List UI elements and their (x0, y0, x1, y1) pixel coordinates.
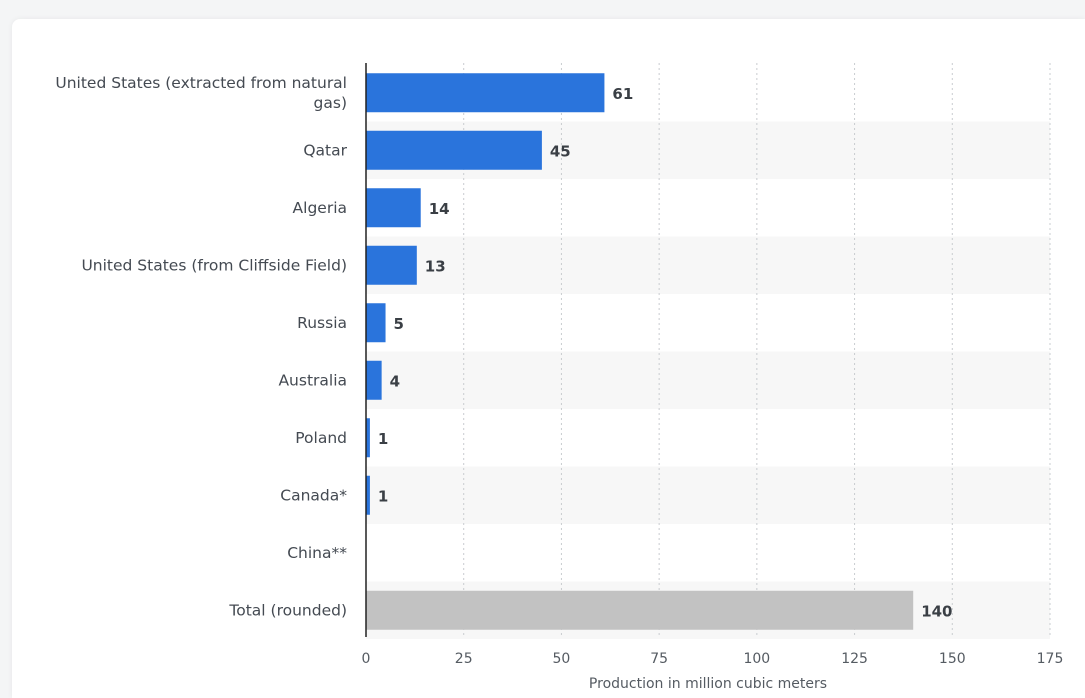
category-label-line: gas) (314, 94, 347, 112)
category-label-line: Australia (278, 371, 347, 389)
row-band (366, 236, 1050, 294)
x-tick-label: 125 (841, 651, 868, 667)
category-labels: United States (extracted from natural gas… (55, 74, 347, 620)
x-tick-label: 50 (553, 651, 571, 667)
x-tick-label: 0 (362, 651, 371, 667)
category-label-line: United States (from Cliffside Field) (81, 256, 347, 274)
category-label-line: Qatar (303, 141, 347, 159)
category-label: Russia (297, 314, 347, 332)
category-label-line: Russia (297, 314, 347, 332)
row-bands (366, 121, 1050, 639)
category-label-line: Poland (295, 429, 347, 447)
value-label: 1 (378, 430, 388, 448)
bar[interactable] (366, 475, 370, 515)
category-label: Australia (278, 371, 347, 389)
category-label-line: United States (extracted from natural (55, 74, 347, 92)
value-label: 1 (378, 487, 388, 505)
value-label: 45 (550, 142, 571, 160)
value-label: 14 (429, 200, 450, 218)
value-label: 13 (425, 257, 446, 275)
value-labels: 61 45 14 13 5 4 1 1 140 (378, 85, 953, 621)
value-label: 4 (390, 372, 400, 390)
category-label: Algeria (293, 199, 347, 217)
bar[interactable] (366, 303, 386, 343)
value-label: 61 (612, 85, 633, 103)
x-tick-labels: 0 25 50 75 100 125 150 175 (362, 651, 1064, 667)
category-label-line: China** (287, 544, 347, 562)
gridlines (463, 63, 1051, 637)
bars (366, 73, 914, 630)
bar[interactable] (366, 418, 370, 458)
category-label: Canada* (280, 486, 347, 504)
x-tick-label: 100 (743, 651, 770, 667)
value-label: 140 (921, 602, 952, 620)
x-tick-label: 25 (455, 651, 473, 667)
bar[interactable] (366, 73, 605, 113)
bar[interactable] (366, 245, 417, 285)
x-axis-title: Production in million cubic meters (589, 676, 827, 692)
category-label-line: Total (rounded) (228, 601, 347, 619)
row-band (366, 466, 1050, 524)
category-label: United States (extracted from natural gas… (55, 74, 347, 112)
x-tick-label: 150 (939, 651, 966, 667)
bar[interactable] (366, 130, 542, 170)
category-label: Total (rounded) (228, 601, 347, 619)
x-tick-label: 75 (650, 651, 668, 667)
bar[interactable] (366, 360, 382, 400)
category-label: United States (from Cliffside Field) (81, 256, 347, 274)
bar[interactable] (366, 188, 421, 228)
row-band (366, 351, 1050, 409)
category-label-line: Algeria (293, 199, 347, 217)
value-label: 5 (394, 315, 404, 333)
x-tick-label: 175 (1037, 651, 1064, 667)
category-label: China** (287, 544, 347, 562)
category-label: Poland (295, 429, 347, 447)
category-label-line: Canada* (280, 486, 347, 504)
category-label: Qatar (303, 141, 347, 159)
bar[interactable] (366, 590, 914, 630)
